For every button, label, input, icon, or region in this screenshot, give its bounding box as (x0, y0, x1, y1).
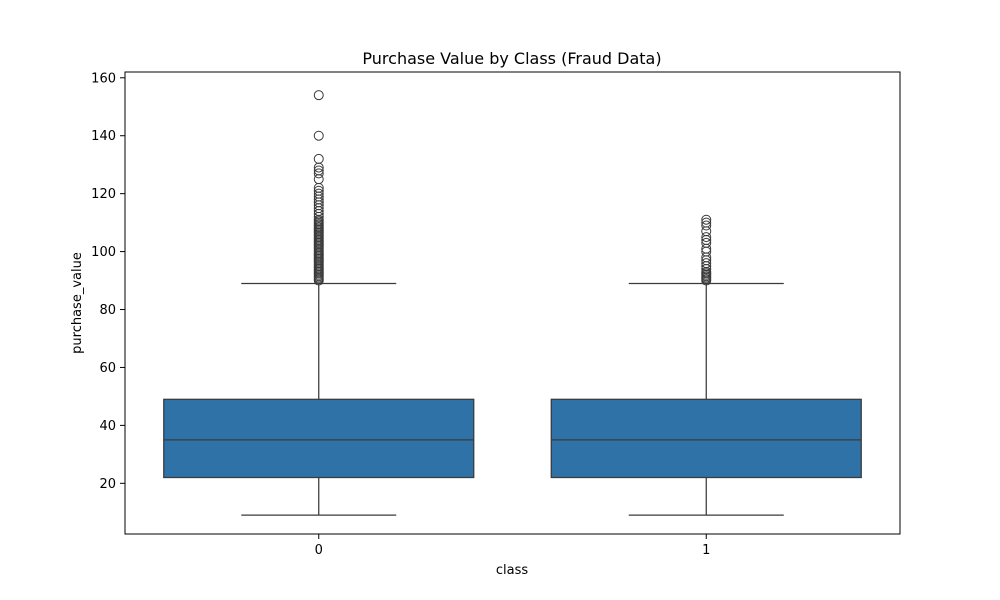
outlier-point (313, 130, 324, 141)
iqr-box (163, 398, 475, 479)
y-tick-label: 100 (91, 245, 116, 260)
outlier-point (701, 217, 712, 228)
outlier-point (313, 168, 324, 179)
outlier-point (701, 258, 712, 269)
y-axis-label: purchase_value (70, 252, 85, 354)
y-tick-label: 80 (99, 303, 116, 318)
y-tick-label: 140 (91, 129, 116, 144)
outlier-point (701, 220, 712, 231)
outlier-point (701, 232, 712, 243)
y-axis: 20 40 60 80 100 120 140 160 (91, 71, 125, 492)
box-group-0 (163, 90, 475, 516)
y-tick-label: 40 (99, 419, 116, 434)
outlier-point (313, 165, 324, 176)
y-tick-label: 120 (91, 187, 116, 202)
outlier-point (701, 214, 712, 225)
y-tick-label: 160 (91, 71, 116, 86)
x-axis-label: class (496, 563, 528, 578)
outlier-point (701, 237, 712, 248)
outlier-point (313, 153, 324, 164)
y-tick-label: 60 (99, 361, 116, 376)
outlier-point (313, 90, 324, 101)
outlier-point (313, 188, 324, 199)
plot-area (163, 90, 862, 516)
plot-frame (124, 71, 901, 535)
box-group-1 (550, 214, 862, 516)
x-tick-label: 1 (702, 543, 710, 558)
y-tick-label: 20 (99, 477, 116, 492)
outlier-point (313, 185, 324, 196)
chart-title: Purchase Value by Class (Fraud Data) (362, 49, 661, 68)
iqr-box (550, 398, 862, 479)
x-tick-label: 0 (315, 543, 323, 558)
